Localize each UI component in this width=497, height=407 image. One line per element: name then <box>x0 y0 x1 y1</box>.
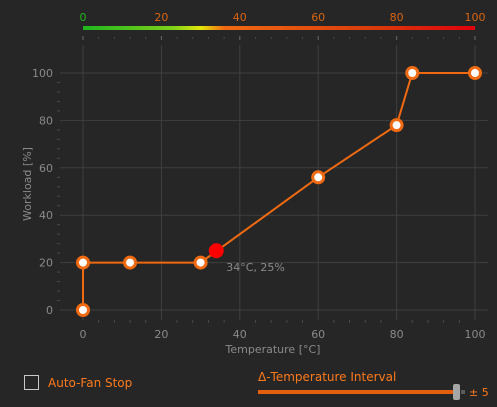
x-tick-label: 100 <box>465 328 486 341</box>
auto-fan-stop-control[interactable]: Auto-Fan Stop <box>24 375 132 390</box>
x-tick-label: 80 <box>390 328 404 341</box>
x-tick-label: 60 <box>311 328 325 341</box>
fan-curve-point[interactable] <box>76 303 90 317</box>
auto-fan-stop-label: Auto-Fan Stop <box>48 375 133 390</box>
temperature-interval-slider-track[interactable] <box>258 390 455 394</box>
x-tick-label: 0 <box>80 328 87 341</box>
top-scale-tick-label: 60 <box>311 11 325 24</box>
current-point-label: 34°C, 25% <box>226 261 285 274</box>
fan-curve-point[interactable] <box>311 170 326 185</box>
fan-curve-point[interactable] <box>389 118 404 133</box>
temperature-interval-slider-rest[interactable] <box>461 390 465 394</box>
temperature-color-scale: 0 20 40 60 80 100 <box>80 11 486 40</box>
x-tick-label: 40 <box>233 328 247 341</box>
x-tick-label: 20 <box>154 328 168 341</box>
y-tick-label: 20 <box>39 257 53 270</box>
fan-curve <box>82 72 475 310</box>
temperature-interval-value: ± 5 <box>469 386 489 399</box>
auto-fan-stop-checkbox[interactable] <box>24 375 39 390</box>
fan-curve-line[interactable] <box>82 72 475 310</box>
y-tick-label: 60 <box>39 162 53 175</box>
current-operating-point: 34°C, 25% <box>208 243 285 274</box>
y-tick-label: 80 <box>39 114 53 127</box>
y-axis-label: Workload [%] <box>21 147 34 221</box>
y-tick-label: 40 <box>39 209 53 222</box>
chart-axes: 0 20 40 60 80 100 0 20 40 60 80 100 <box>32 67 486 341</box>
temperature-gradient-bar <box>83 26 475 30</box>
fan-curve-point[interactable] <box>405 66 420 80</box>
chart-grid <box>60 45 488 320</box>
top-scale-tick-label: 0 <box>80 11 87 24</box>
y-tick-label: 0 <box>46 304 53 317</box>
top-scale-tick-label: 100 <box>465 11 486 24</box>
fan-curve-point[interactable] <box>468 66 482 80</box>
temperature-interval-slider-thumb[interactable] <box>453 384 460 400</box>
fan-curve-points <box>76 66 482 317</box>
temperature-interval-label: Δ-Temperature Interval <box>258 370 397 384</box>
x-axis-label: Temperature [°C] <box>225 343 321 356</box>
top-scale-tick-label: 40 <box>233 11 247 24</box>
current-point-marker <box>208 243 224 259</box>
top-scale-tick-label: 80 <box>390 11 404 24</box>
top-scale-tick-label: 20 <box>154 11 168 24</box>
fan-curve-point[interactable] <box>123 255 138 270</box>
y-tick-label: 100 <box>32 67 53 80</box>
fan-curve-point[interactable] <box>193 255 208 270</box>
fan-curve-point[interactable] <box>76 255 90 270</box>
